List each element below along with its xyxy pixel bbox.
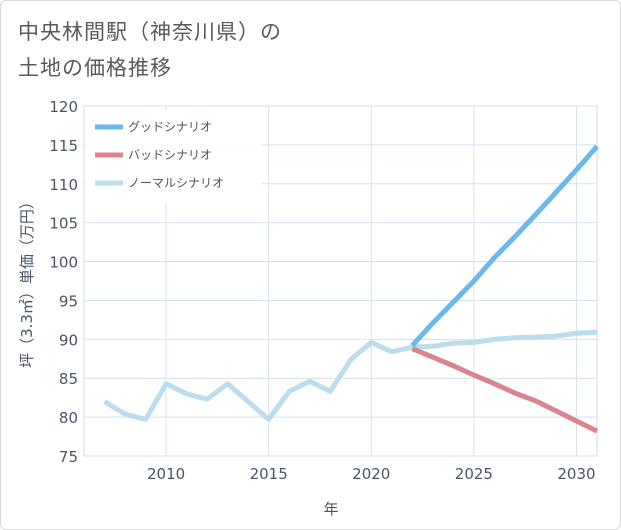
x-tick-label: 2025	[455, 465, 493, 483]
y-tick-label: 110	[49, 176, 78, 194]
y-tick-label: 75	[59, 448, 78, 466]
legend-label: グッドシナリオ	[128, 120, 212, 134]
series-line-0	[410, 144, 599, 348]
x-tick-label: 2010	[147, 465, 185, 483]
chart-title: 中央林間駅（神奈川県）の 土地の価格推移	[18, 14, 282, 86]
legend-label: ノーマルシナリオ	[128, 176, 224, 190]
y-tick-label: 115	[49, 137, 78, 155]
x-tick-label: 2030	[557, 465, 595, 483]
y-tick-label: 95	[59, 292, 78, 310]
y-tick-label: 100	[49, 254, 78, 272]
x-axis-label: 年	[323, 500, 338, 518]
chart-title-line-1: 中央林間駅（神奈川県）の	[18, 20, 282, 44]
y-tick-label: 85	[59, 370, 78, 388]
y-tick-label: 120	[49, 98, 78, 116]
series-line-2	[103, 329, 598, 422]
y-axis-ticks: 75 80 85 90 95 100 105 110 115 120	[49, 98, 78, 466]
x-tick-label: 2020	[352, 465, 390, 483]
chart-title-line-2: 土地の価格推移	[18, 56, 172, 80]
y-axis-label: 坪（3.3㎡）単価（万円）	[18, 194, 36, 368]
series-lines	[103, 144, 599, 434]
y-tick-label: 90	[59, 331, 78, 349]
y-tick-label: 80	[59, 409, 78, 427]
legend-label: バッドシナリオ	[128, 148, 212, 162]
x-axis-ticks: 2010 2015 2020 2025 2030	[147, 465, 596, 483]
y-tick-label: 105	[49, 215, 78, 233]
x-tick-label: 2015	[250, 465, 288, 483]
series-line-1	[411, 346, 599, 434]
